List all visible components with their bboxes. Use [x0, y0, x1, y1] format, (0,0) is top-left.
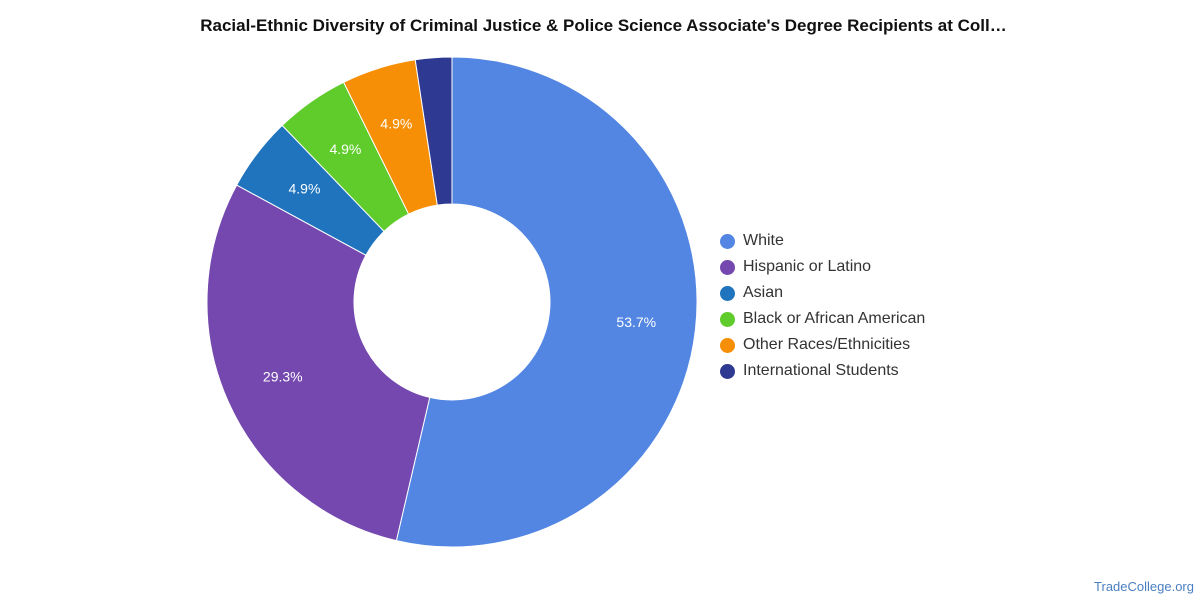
legend-swatch-icon	[720, 337, 735, 353]
legend-label: White	[743, 232, 784, 249]
source-watermark[interactable]: TradeCollege.org	[1094, 579, 1194, 594]
legend-item-black-or-african-american[interactable]: Black or African American	[720, 306, 925, 332]
legend-swatch-icon	[720, 259, 735, 275]
chart-title: Racial-Ethnic Diversity of Criminal Just…	[200, 16, 1007, 35]
legend-label: Asian	[743, 284, 784, 301]
legend-item-other-races-ethnicities[interactable]: Other Races/Ethnicities	[720, 332, 925, 358]
legend-item-hispanic-or-latino[interactable]: Hispanic or Latino	[720, 254, 925, 280]
chart-legend: White Hispanic or Latino Asian Black or Afr…	[720, 228, 925, 384]
donut-slices	[206, 56, 698, 548]
legend-label: Hispanic or Latino	[743, 258, 872, 275]
legend-label: International Students	[743, 362, 899, 379]
slice-label-black-or-african-american: 4.9%	[329, 141, 361, 157]
legend-item-international-students[interactable]: International Students	[720, 358, 925, 384]
slice-label-white: 53.7%	[616, 314, 656, 330]
slice-international-students[interactable]	[414, 56, 453, 206]
slice-white[interactable]	[395, 56, 698, 548]
legend-label: Black or African American	[743, 310, 926, 327]
legend-item-white[interactable]: White	[720, 228, 925, 254]
slice-label-hispanic-or-latino: 29.3%	[263, 369, 303, 385]
slice-labels: 53.7% 29.3% 4.9% 4.9% 4.9%	[263, 116, 656, 385]
slice-hispanic-or-latino[interactable]	[206, 184, 431, 542]
slice-label-other-races-ethnicities: 4.9%	[380, 116, 412, 132]
legend-swatch-icon	[720, 285, 735, 301]
legend-swatch-icon	[720, 363, 735, 379]
legend-swatch-icon	[720, 311, 735, 327]
legend-swatch-icon	[720, 233, 735, 249]
legend-item-asian[interactable]: Asian	[720, 280, 925, 306]
slice-label-asian: 4.9%	[289, 180, 321, 196]
legend-label: Other Races/Ethnicities	[743, 336, 911, 353]
